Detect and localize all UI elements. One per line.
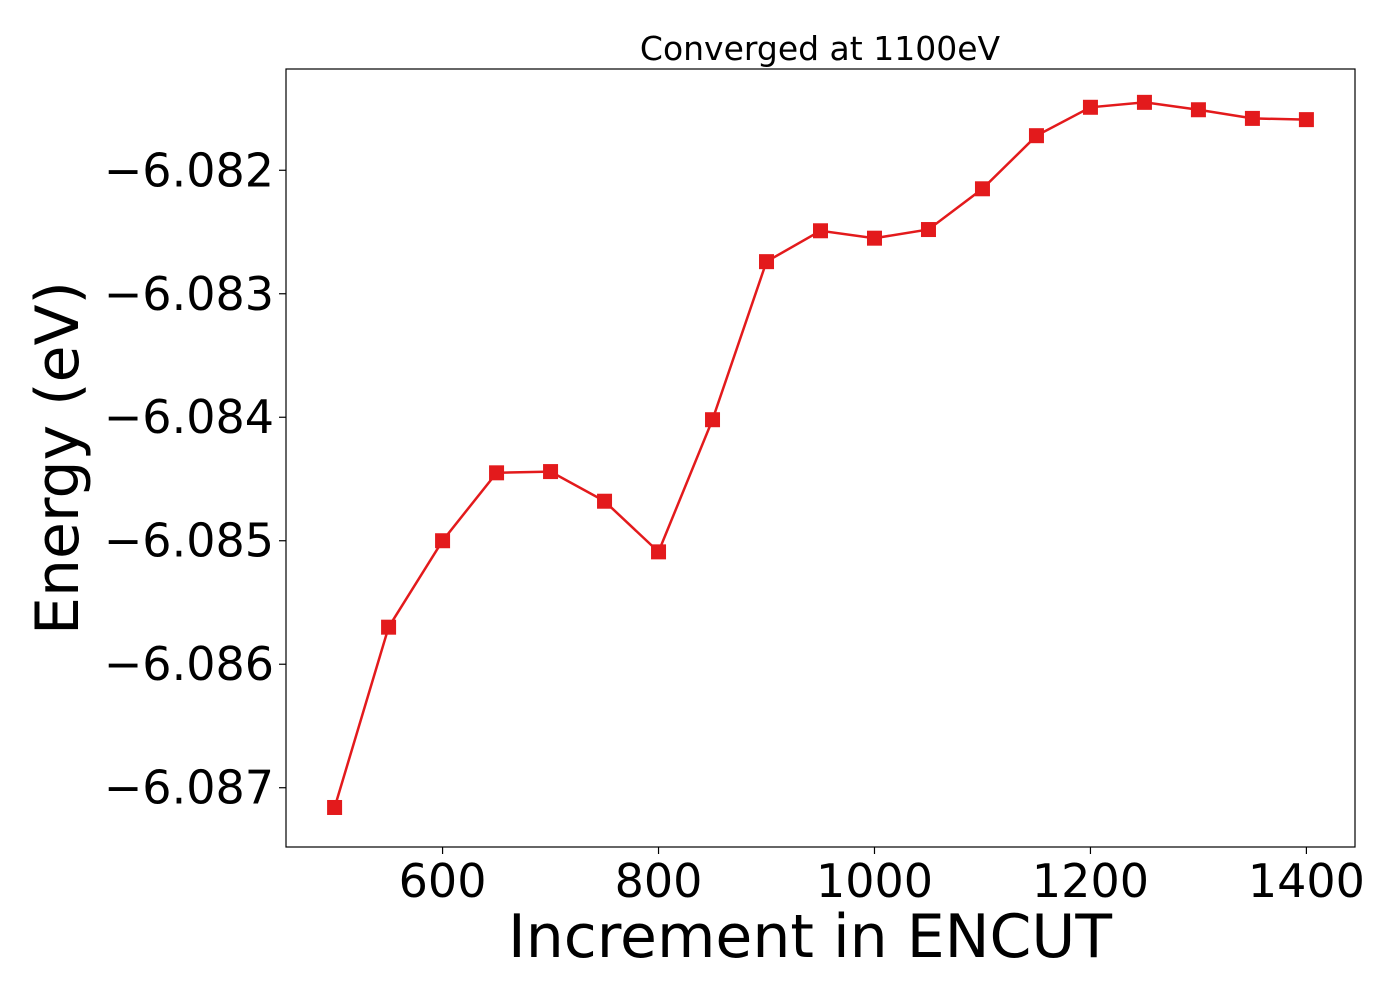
data-point-marker xyxy=(435,533,451,549)
data-point-marker xyxy=(920,222,936,238)
chart-title: Converged at 1100eV xyxy=(640,29,1001,68)
x-axis-ticks: 600 800 1000 1200 1400 xyxy=(399,847,1365,908)
series-line xyxy=(333,101,1307,808)
x-tick-label: 600 xyxy=(399,854,487,908)
data-point-marker xyxy=(1136,94,1152,110)
data-point-marker xyxy=(327,799,343,815)
y-tick-label: −6.083 xyxy=(104,267,274,321)
data-point-marker xyxy=(651,544,667,560)
plot-frame xyxy=(285,68,1356,848)
data-point-marker xyxy=(759,254,775,270)
x-tick-label: 800 xyxy=(615,854,703,908)
data-point-marker xyxy=(705,412,721,428)
y-tick-label: −6.085 xyxy=(104,514,274,568)
data-point-marker xyxy=(543,464,559,480)
x-tick-label: 1000 xyxy=(816,854,933,908)
data-point-marker xyxy=(1082,99,1098,115)
data-point-marker xyxy=(1190,102,1206,118)
x-tick-label: 1200 xyxy=(1032,854,1149,908)
data-point-marker xyxy=(1028,128,1044,144)
y-tick-label: −6.087 xyxy=(104,761,274,815)
data-point-marker xyxy=(974,181,990,197)
y-axis-title: Energy (eV) xyxy=(23,281,93,635)
y-axis-ticks: −6.082 −6.083 −6.084 −6.085 −6.086 −6.087 xyxy=(104,143,286,815)
series-layer xyxy=(327,94,1314,815)
x-axis-title: Increment in ENCUT xyxy=(508,902,1112,972)
y-tick-label: −6.084 xyxy=(104,390,274,444)
data-point-marker xyxy=(1244,110,1260,126)
data-point-marker xyxy=(813,223,828,239)
data-point-marker xyxy=(1298,112,1314,128)
data-point-marker xyxy=(597,493,613,509)
data-point-marker xyxy=(381,619,397,635)
y-tick-label: −6.086 xyxy=(104,637,274,691)
data-point-marker xyxy=(866,230,882,246)
data-point-marker xyxy=(489,465,505,481)
x-tick-label: 1400 xyxy=(1248,854,1365,908)
y-tick-label: −6.082 xyxy=(104,143,274,197)
